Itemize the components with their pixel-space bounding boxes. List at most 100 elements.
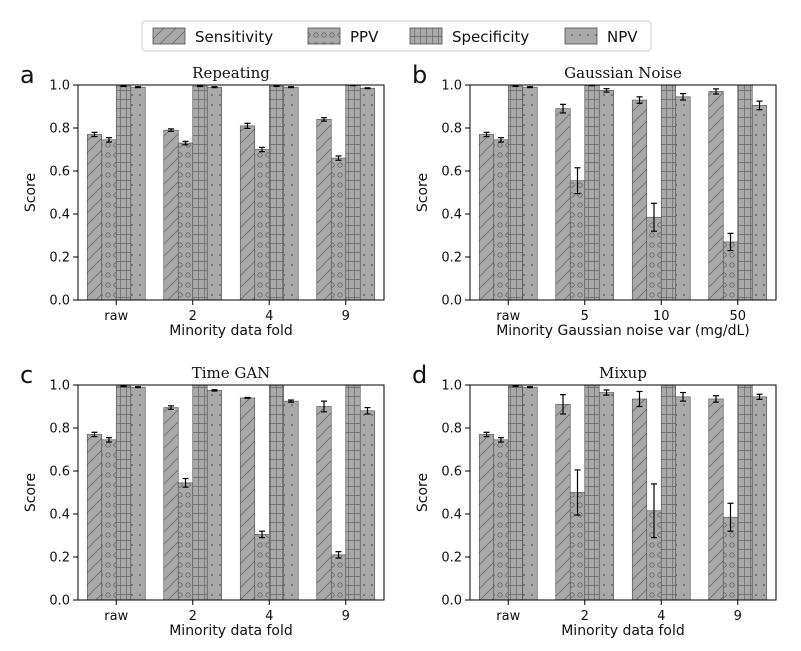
error-bar-sensitivity	[636, 96, 643, 104]
error-bar-ppv	[727, 232, 734, 252]
error-bar-ppv	[335, 551, 342, 559]
bar-sensitivity	[239, 125, 256, 301]
x-tick-label: 2	[189, 609, 197, 624]
y-tick-label: 0.0	[49, 294, 70, 309]
error-bar-npv	[527, 86, 533, 89]
bar-sensitivity	[163, 407, 179, 601]
panel-letter: b	[412, 61, 427, 89]
x-tick-label: 9	[734, 609, 742, 624]
bar-npv	[283, 86, 299, 301]
panel-a: a Repeating 0.0 0.2 0.4 0.6 0.8 1.0 raw 2 4 9 Minori…	[20, 61, 385, 339]
bar-sensitivity	[86, 434, 103, 601]
y-axis-label: Score	[23, 173, 39, 212]
bar-npv	[359, 87, 376, 301]
panel-b: b Gaussian Noise 0.0 0.2 0.4 0.6 0.8 1.0 raw 5 10 5…	[412, 61, 777, 339]
bar-ppv	[493, 139, 509, 301]
panel-title: Gaussian Noise	[564, 64, 682, 82]
error-bar-ppv	[182, 140, 189, 146]
bar-sensitivity	[708, 398, 724, 601]
bar-specificity	[660, 384, 677, 601]
y-tick-label: 0.2	[441, 551, 462, 566]
bar-sensitivity	[555, 404, 571, 601]
x-axis-label: Minority data fold	[561, 623, 685, 639]
error-bar-specificity	[197, 85, 203, 88]
y-tick-label: 0.8	[441, 422, 462, 437]
x-tick-label: 10	[653, 309, 670, 324]
panel-d: d Mixup 0.0 0.2 0.4 0.6 0.8 1.0 raw 2 4 9 Minority d…	[412, 361, 777, 639]
bar-npv	[130, 386, 146, 601]
bar-specificity	[268, 85, 285, 301]
x-tick-label: 2	[581, 609, 589, 624]
bar-specificity	[345, 85, 361, 301]
bar-npv	[359, 410, 376, 601]
legend-swatch-specificity	[409, 27, 443, 45]
panel-letter: c	[20, 361, 33, 389]
bar-npv	[206, 86, 223, 301]
error-bar-ppv	[651, 202, 657, 232]
bar-npv	[206, 390, 223, 601]
bar-npv	[598, 90, 615, 301]
bar-sensitivity	[708, 91, 724, 301]
y-tick-label: 0.8	[49, 422, 70, 437]
bar-ppv	[254, 149, 270, 301]
y-axis-label: Score	[415, 173, 431, 212]
error-bar-ppv	[259, 146, 265, 153]
panel-title: Time GAN	[192, 364, 271, 382]
legend-swatch-npv	[564, 27, 598, 45]
x-tick-label: 5	[581, 309, 589, 324]
error-bar-ppv	[651, 483, 657, 539]
y-tick-label: 0.6	[441, 165, 462, 180]
error-bar-sensitivity	[244, 122, 251, 130]
error-bar-npv	[288, 86, 294, 89]
bar-sensitivity	[478, 434, 495, 601]
bar-specificity	[345, 384, 361, 601]
error-bar-npv	[603, 389, 610, 396]
bar-specificity	[584, 85, 600, 301]
bar-sensitivity	[316, 119, 332, 301]
x-tick-label: 2	[189, 309, 197, 324]
error-bar-sensitivity	[91, 131, 98, 138]
panel-title: Repeating	[192, 64, 270, 82]
bar-specificity	[192, 85, 208, 301]
y-tick-label: 1.0	[49, 379, 70, 394]
bar-specificity	[115, 385, 132, 601]
y-tick-label: 0.4	[441, 208, 462, 223]
x-tick-label: 50	[729, 309, 746, 324]
y-axis-label: Score	[415, 473, 431, 512]
error-bar-sensitivity	[91, 431, 98, 438]
error-bar-npv	[680, 92, 686, 101]
y-tick-label: 0.4	[49, 508, 70, 523]
y-tick-label: 0.2	[49, 251, 70, 266]
legend-frame	[141, 20, 652, 52]
legend-swatch-sensitivity	[152, 27, 186, 45]
x-tick-label: 9	[342, 309, 350, 324]
x-axis-label: Minority data fold	[169, 623, 293, 639]
bar-npv	[130, 86, 146, 301]
error-bar-npv	[756, 100, 763, 111]
panel-letter: d	[412, 361, 427, 389]
error-bar-sensitivity	[713, 88, 719, 95]
error-bar-specificity	[120, 385, 127, 388]
bar-sensitivity	[631, 99, 648, 301]
legend-label-ppv: PPV	[350, 28, 379, 46]
error-bar-sensitivity	[560, 394, 566, 415]
error-bar-ppv	[574, 469, 581, 516]
error-bar-sensitivity	[483, 131, 490, 138]
error-bar-sensitivity	[713, 395, 719, 403]
bar-npv	[522, 386, 538, 601]
axes-frame	[77, 384, 385, 601]
x-tick-label: 4	[265, 309, 273, 324]
axes-frame	[469, 384, 777, 601]
error-bar-specificity	[512, 85, 519, 88]
bar-npv	[598, 392, 615, 601]
x-tick-label: raw	[104, 309, 128, 324]
axes-frame	[469, 84, 777, 301]
bar-sensitivity	[163, 129, 179, 301]
bar-npv	[751, 105, 768, 301]
bar-ppv	[101, 139, 117, 301]
bar-specificity	[737, 384, 753, 601]
error-bar-npv	[603, 88, 610, 93]
bar-specificity	[507, 85, 524, 301]
bar-npv	[675, 396, 691, 601]
x-tick-label: raw	[104, 609, 128, 624]
